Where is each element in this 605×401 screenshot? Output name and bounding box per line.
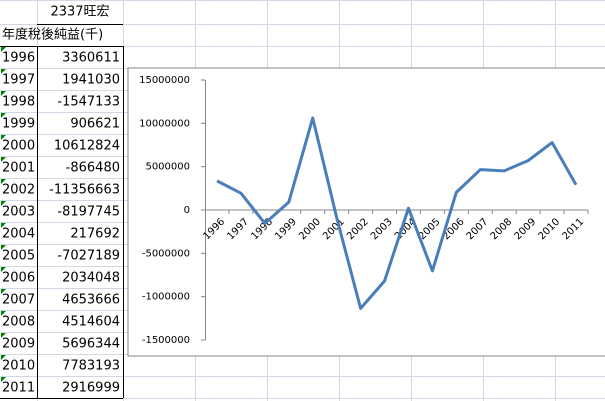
value-cell: -1547133 xyxy=(57,95,120,110)
sheet-title: 2337旺宏 xyxy=(50,5,109,20)
y-tick-label: -5000000 xyxy=(142,248,190,259)
year-cell: 2001 xyxy=(2,161,35,176)
column-header: 年度稅後純益(千) xyxy=(2,27,103,43)
value-cell: -11356663 xyxy=(49,183,120,198)
text-number-flag xyxy=(1,377,6,382)
text-number-flag xyxy=(1,311,6,316)
year-cell: 1997 xyxy=(2,73,35,88)
text-number-flag xyxy=(1,267,6,272)
y-tick-label: 10000000 xyxy=(139,118,190,129)
text-number-flag xyxy=(1,333,6,338)
value-cell: 2916999 xyxy=(62,381,120,396)
year-cell: 2004 xyxy=(2,227,35,242)
value-cell: -866480 xyxy=(66,161,120,176)
text-number-flag xyxy=(1,201,6,206)
year-cell: 2009 xyxy=(2,337,35,352)
year-cell: 2010 xyxy=(2,359,35,374)
text-number-flag xyxy=(1,355,6,360)
value-cell: -7027189 xyxy=(57,249,120,264)
text-number-flag xyxy=(1,135,6,140)
text-number-flag xyxy=(1,289,6,294)
value-cell: 10612824 xyxy=(54,139,120,154)
value-cell: 3360611 xyxy=(62,51,120,66)
text-number-flag xyxy=(1,91,6,96)
text-number-flag xyxy=(1,113,6,118)
value-cell: 4514604 xyxy=(62,315,120,330)
value-cell: 217692 xyxy=(70,227,120,242)
text-number-flag xyxy=(1,157,6,162)
value-cell: -8197745 xyxy=(57,205,120,220)
year-cell: 1999 xyxy=(2,117,35,132)
y-tick-label: -1500000 xyxy=(142,335,190,346)
year-cell: 2003 xyxy=(2,205,35,220)
y-tick-label: -1000000 xyxy=(142,292,190,303)
year-cell: 1996 xyxy=(2,51,35,66)
year-cell: 2007 xyxy=(2,293,35,308)
value-cell: 2034048 xyxy=(62,271,120,286)
year-cell: 2006 xyxy=(2,271,35,286)
text-number-flag xyxy=(1,179,6,184)
y-tick-label: 5000000 xyxy=(145,162,190,173)
text-number-flag xyxy=(1,47,6,52)
text-number-flag xyxy=(1,223,6,228)
value-cell: 7783193 xyxy=(62,359,120,374)
value-cell: 1941030 xyxy=(62,73,120,88)
text-number-flag xyxy=(1,245,6,250)
year-cell: 2000 xyxy=(2,139,35,154)
value-cell: 5696344 xyxy=(62,337,120,352)
year-cell: 1998 xyxy=(2,95,35,110)
data-line xyxy=(216,116,578,310)
year-cell: 2002 xyxy=(2,183,35,198)
chart-area xyxy=(127,67,605,357)
year-cell: 2005 xyxy=(2,249,35,264)
value-cell: 4653666 xyxy=(62,293,120,308)
year-cell: 2011 xyxy=(2,381,35,396)
value-cell: 906621 xyxy=(70,117,120,132)
text-number-flag xyxy=(1,69,6,74)
y-tick-label: 0 xyxy=(184,205,190,216)
y-tick-label: 15000000 xyxy=(139,75,190,86)
year-cell: 2008 xyxy=(2,315,35,330)
